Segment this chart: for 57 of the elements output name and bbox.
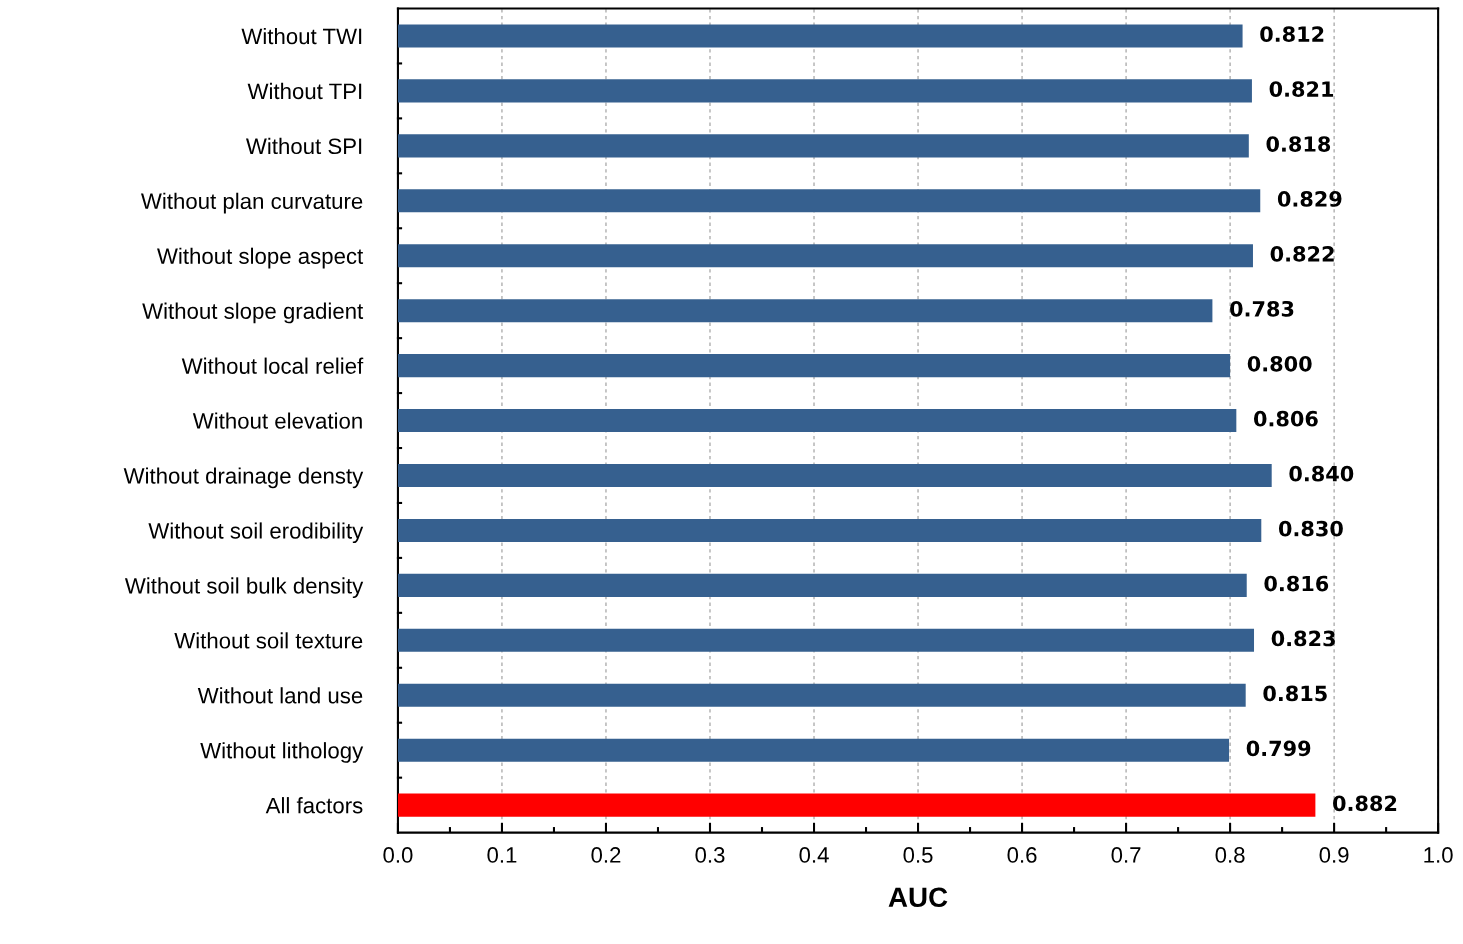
bar — [397, 244, 1253, 268]
bar — [397, 628, 1255, 652]
data-label: 0.783 — [1230, 300, 1294, 317]
bar — [397, 134, 1249, 158]
x-axis-title: AUC — [888, 887, 948, 908]
bar — [397, 573, 1247, 597]
data-label: 0.882 — [1333, 795, 1397, 812]
data-label: 0.800 — [1247, 355, 1312, 372]
x-tick-label: 1.0 — [1424, 847, 1453, 863]
bar — [397, 683, 1246, 707]
data-label: 0.815 — [1263, 685, 1327, 702]
x-tick-label: 0.4 — [799, 847, 829, 863]
y-tick-label: Without lithology — [200, 742, 364, 763]
bar — [397, 79, 1252, 103]
y-tick-label: Without SPI — [245, 137, 362, 155]
y-tick-label: All factors — [265, 797, 363, 814]
data-label: 0.812 — [1260, 26, 1324, 43]
y-tick-label: Without TPI — [247, 82, 362, 100]
y-tick-label: Without land use — [197, 687, 363, 704]
bar — [397, 518, 1262, 542]
y-tick-label: Without plan curvature — [141, 192, 363, 214]
data-label: 0.830 — [1278, 520, 1343, 537]
data-label: 0.816 — [1264, 575, 1329, 592]
x-tick-label: 0.6 — [1007, 847, 1037, 863]
x-tick-label: 0.2 — [591, 847, 621, 863]
data-label: 0.822 — [1270, 246, 1334, 262]
y-tick-label: Without slope gradient — [142, 302, 364, 324]
x-tick-label: 0.9 — [1319, 847, 1349, 863]
bar — [397, 793, 1316, 817]
y-tick-label: Without drainage densty — [123, 467, 364, 489]
bar — [397, 189, 1261, 213]
x-tick-label: 0.7 — [1111, 847, 1141, 863]
bar — [397, 738, 1230, 762]
bar — [397, 354, 1231, 378]
y-tick-label: Without soil erodibility — [148, 522, 364, 544]
data-label: 0.799 — [1246, 740, 1311, 757]
bar — [397, 409, 1237, 433]
bar — [397, 24, 1243, 48]
bar — [397, 299, 1213, 323]
x-tick-label: 0.5 — [903, 847, 933, 863]
data-label: 0.823 — [1271, 630, 1335, 647]
y-tick-label: Without TWI — [241, 27, 362, 45]
data-label: 0.840 — [1289, 465, 1354, 482]
data-label: 0.818 — [1266, 136, 1331, 152]
data-label: 0.821 — [1269, 81, 1334, 97]
y-tick-label: Without soil texture — [174, 632, 363, 649]
y-tick-label: Without local relief — [181, 357, 364, 374]
data-label: 0.829 — [1277, 191, 1342, 207]
y-tick-label: Without soil bulk density — [124, 577, 364, 599]
y-tick-label: Without elevation — [192, 412, 362, 429]
y-tick-label: Without slope aspect — [157, 247, 364, 269]
data-label: 0.806 — [1253, 410, 1318, 427]
x-tick-label: 0.1 — [487, 847, 517, 863]
x-tick-label: 0.3 — [695, 847, 725, 863]
bar — [397, 463, 1272, 488]
x-tick-label: 0.0 — [383, 847, 413, 863]
x-tick-label: 0.8 — [1215, 847, 1245, 863]
